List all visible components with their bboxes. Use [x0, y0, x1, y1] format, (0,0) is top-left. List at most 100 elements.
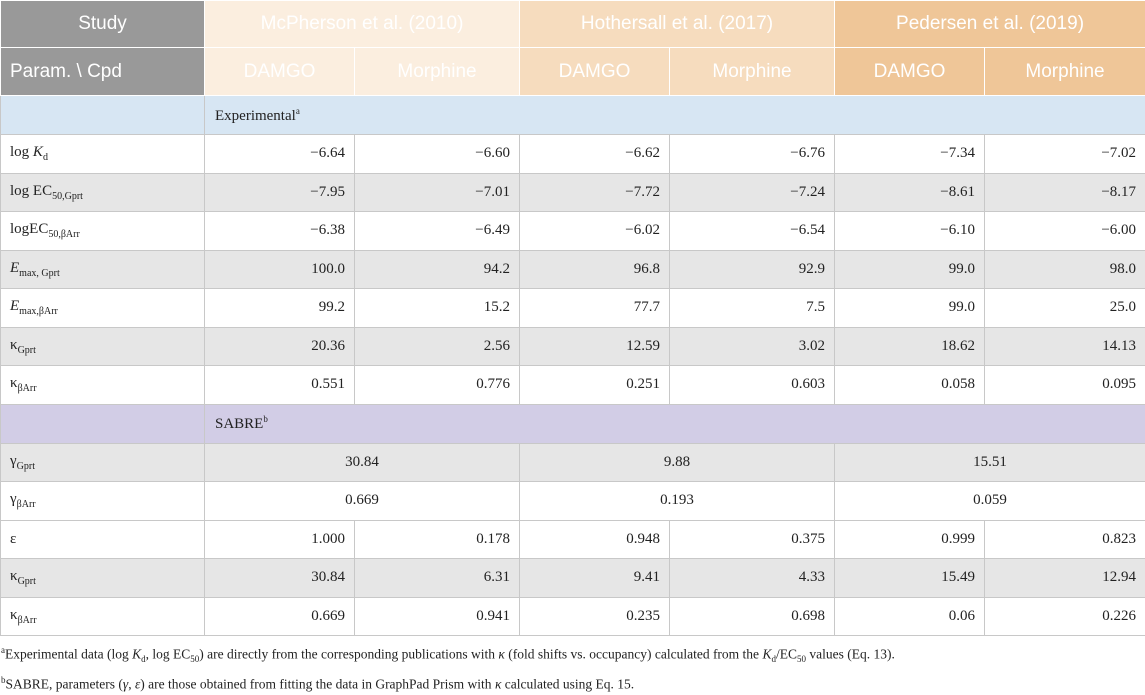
header-row-study: Study McPherson et al. (2010) Hothersall…	[1, 1, 1145, 48]
table-cell: 25.0	[985, 289, 1145, 328]
table-cell: 0.999	[835, 520, 985, 559]
table-cell: 1.000	[205, 520, 355, 559]
table-cell: 30.84	[205, 443, 520, 482]
table-cell: 15.51	[835, 443, 1145, 482]
table-cell: 0.235	[520, 597, 670, 636]
table-cell: 3.02	[670, 327, 835, 366]
table-cell: 0.226	[985, 597, 1145, 636]
table-cell: −8.61	[835, 173, 985, 212]
table-cell: 0.776	[355, 366, 520, 405]
table-cell: −6.00	[985, 212, 1145, 251]
table-cell: 92.9	[670, 250, 835, 289]
data-table: Study McPherson et al. (2010) Hothersall…	[0, 0, 1145, 636]
table-cell: −7.72	[520, 173, 670, 212]
table-cell: 0.941	[355, 597, 520, 636]
table-row: κGprt 20.36 2.56 12.59 3.02 18.62 14.13	[1, 327, 1145, 366]
param-label: κGprt	[1, 559, 205, 598]
table-cell: −6.38	[205, 212, 355, 251]
param-label: Emax,βArr	[1, 289, 205, 328]
table-cell: 0.669	[205, 482, 520, 521]
param-label: κβArr	[1, 597, 205, 636]
section-title: Experimentala	[205, 96, 1145, 135]
header-row-compound: Param. \ Cpd DAMGO Morphine DAMGO Morphi…	[1, 48, 1145, 96]
param-label: logEC50,βArr	[1, 212, 205, 251]
param-label: κβArr	[1, 366, 205, 405]
table-cell: −6.02	[520, 212, 670, 251]
study-pedersen: Pedersen et al. (2019)	[835, 1, 1145, 48]
table-cell: 20.36	[205, 327, 355, 366]
section-experimental: Experimentala	[1, 96, 1145, 135]
table-row: logEC50,βArr −6.38 −6.49 −6.02 −6.54 −6.…	[1, 212, 1145, 251]
compound-header: Morphine	[355, 48, 520, 96]
table-cell: 0.06	[835, 597, 985, 636]
table-cell: 0.193	[520, 482, 835, 521]
table-cell: 12.94	[985, 559, 1145, 598]
param-label: κGprt	[1, 327, 205, 366]
table-cell: −7.34	[835, 135, 985, 174]
table-cell: −6.54	[670, 212, 835, 251]
param-header-label: Param. \ Cpd	[1, 48, 205, 96]
table-cell: 15.2	[355, 289, 520, 328]
table-cell: 12.59	[520, 327, 670, 366]
table-cell: 0.823	[985, 520, 1145, 559]
table-cell: 9.41	[520, 559, 670, 598]
table-cell: 9.88	[520, 443, 835, 482]
table-cell: 0.669	[205, 597, 355, 636]
table-cell: 94.2	[355, 250, 520, 289]
table-row: γGprt 30.84 9.88 15.51	[1, 443, 1145, 482]
table-cell: 0.251	[520, 366, 670, 405]
table-cell: 0.059	[835, 482, 1145, 521]
table-cell: 99.2	[205, 289, 355, 328]
table-cell: 0.698	[670, 597, 835, 636]
compound-header: Morphine	[670, 48, 835, 96]
table-row: γβArr 0.669 0.193 0.059	[1, 482, 1145, 521]
study-mcpherson: McPherson et al. (2010)	[205, 1, 520, 48]
table-cell: 30.84	[205, 559, 355, 598]
param-label: log Kd	[1, 135, 205, 174]
study-header-label: Study	[1, 1, 205, 48]
table-row: κβArr 0.551 0.776 0.251 0.603 0.058 0.09…	[1, 366, 1145, 405]
param-label: log EC50,Gprt	[1, 173, 205, 212]
compound-header: DAMGO	[205, 48, 355, 96]
table-cell: 7.5	[670, 289, 835, 328]
table-cell: −6.76	[670, 135, 835, 174]
table-cell: −6.10	[835, 212, 985, 251]
table-row: log EC50,Gprt −7.95 −7.01 −7.72 −7.24 −8…	[1, 173, 1145, 212]
table-cell: 4.33	[670, 559, 835, 598]
study-hothersall: Hothersall et al. (2017)	[520, 1, 835, 48]
table-cell: −7.24	[670, 173, 835, 212]
table-cell: −6.49	[355, 212, 520, 251]
table-cell: −7.95	[205, 173, 355, 212]
table-cell: 99.0	[835, 250, 985, 289]
table-cell: 0.178	[355, 520, 520, 559]
table-row: κβArr 0.669 0.941 0.235 0.698 0.06 0.226	[1, 597, 1145, 636]
param-label: ε	[1, 520, 205, 559]
table-cell: 0.948	[520, 520, 670, 559]
table-cell: 100.0	[205, 250, 355, 289]
param-label: Emax, Gprt	[1, 250, 205, 289]
table-row: Emax, Gprt 100.0 94.2 96.8 92.9 99.0 98.…	[1, 250, 1145, 289]
table-row: ε 1.000 0.178 0.948 0.375 0.999 0.823	[1, 520, 1145, 559]
compound-header: DAMGO	[835, 48, 985, 96]
table-cell: 2.56	[355, 327, 520, 366]
compound-header: Morphine	[985, 48, 1145, 96]
footnotes: aExperimental data (log Kd, log EC50) ar…	[0, 636, 1145, 695]
table-cell: −6.64	[205, 135, 355, 174]
section-title: SABREb	[205, 404, 1145, 443]
param-label: γGprt	[1, 443, 205, 482]
table-cell: −8.17	[985, 173, 1145, 212]
table-cell: 0.058	[835, 366, 985, 405]
table-cell: 98.0	[985, 250, 1145, 289]
footnote-a: aExperimental data (log Kd, log EC50) ar…	[1, 640, 1144, 670]
table-cell: 96.8	[520, 250, 670, 289]
table-cell: 15.49	[835, 559, 985, 598]
table-cell: 0.375	[670, 520, 835, 559]
section-sabre: SABREb	[1, 404, 1145, 443]
table-cell: −7.02	[985, 135, 1145, 174]
table-cell: 18.62	[835, 327, 985, 366]
compound-header: DAMGO	[520, 48, 670, 96]
table-cell: 0.551	[205, 366, 355, 405]
table-cell: −6.60	[355, 135, 520, 174]
table-row: log Kd −6.64 −6.60 −6.62 −6.76 −7.34 −7.…	[1, 135, 1145, 174]
table-cell: 77.7	[520, 289, 670, 328]
